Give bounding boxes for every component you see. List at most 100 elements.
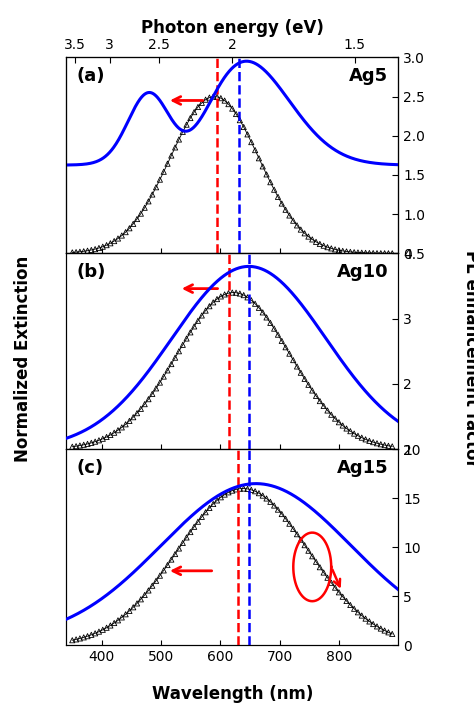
Point	[194, 516, 202, 528]
Point	[251, 485, 259, 497]
Point	[164, 158, 171, 169]
Point	[244, 128, 251, 140]
Point	[152, 575, 160, 587]
Point	[95, 626, 103, 637]
Point	[167, 358, 175, 370]
Point	[274, 191, 282, 203]
Point	[80, 439, 88, 450]
Point	[133, 407, 141, 419]
Point	[198, 97, 206, 108]
Point	[129, 218, 137, 229]
Point	[107, 429, 114, 441]
Point	[76, 632, 84, 644]
Point	[114, 424, 122, 436]
Point	[221, 95, 228, 106]
Point	[103, 431, 110, 442]
Point	[228, 485, 236, 496]
Point	[202, 305, 210, 316]
Point	[365, 435, 373, 447]
Point	[316, 238, 324, 250]
Point	[270, 184, 278, 196]
Point	[225, 288, 232, 299]
Point	[175, 543, 182, 554]
Point	[270, 323, 278, 334]
Point	[103, 239, 110, 251]
Point	[175, 346, 182, 357]
Point	[293, 219, 301, 231]
Text: (b): (b)	[76, 263, 106, 281]
Point	[91, 243, 99, 255]
Point	[210, 91, 217, 103]
Point	[350, 428, 358, 440]
Point	[251, 144, 259, 156]
Point	[358, 247, 365, 258]
Point	[343, 423, 350, 435]
Point	[274, 329, 282, 341]
Point	[346, 246, 354, 257]
Point	[373, 437, 381, 449]
Point	[240, 290, 247, 301]
Point	[133, 213, 141, 224]
Point	[202, 506, 210, 518]
Point	[148, 388, 156, 399]
Point	[167, 150, 175, 161]
Point	[141, 399, 148, 410]
Point	[377, 623, 384, 635]
Point	[251, 298, 259, 310]
Point	[278, 198, 285, 209]
Point	[328, 242, 335, 254]
Point	[377, 247, 384, 259]
Point	[244, 292, 251, 303]
Point	[255, 302, 263, 313]
Point	[240, 483, 247, 494]
Point	[206, 92, 213, 103]
Point	[305, 231, 312, 242]
Point	[210, 498, 217, 510]
Point	[103, 622, 110, 633]
Point	[312, 390, 320, 402]
Text: Ag5: Ag5	[349, 67, 388, 85]
Point	[293, 361, 301, 372]
Point	[331, 582, 339, 594]
Point	[152, 181, 160, 193]
Point	[217, 290, 225, 302]
Point	[350, 603, 358, 614]
Point	[293, 528, 301, 540]
Point	[335, 244, 343, 256]
Point	[171, 352, 179, 364]
Point	[107, 237, 114, 249]
Point	[286, 210, 293, 222]
X-axis label: Photon energy (eV): Photon energy (eV)	[141, 19, 324, 37]
Point	[316, 561, 324, 573]
Point	[236, 483, 244, 495]
Point	[259, 307, 266, 318]
Point	[183, 532, 191, 543]
Point	[362, 247, 369, 259]
Point	[164, 365, 171, 376]
Point	[213, 495, 221, 506]
Point	[148, 189, 156, 200]
Point	[95, 242, 103, 254]
Text: Wavelength (nm): Wavelength (nm)	[152, 685, 313, 703]
Point	[160, 371, 167, 382]
Point	[160, 166, 167, 178]
Text: Ag15: Ag15	[337, 459, 388, 477]
Point	[118, 612, 126, 623]
Point	[232, 287, 240, 298]
Point	[210, 297, 217, 308]
Point	[225, 487, 232, 498]
Point	[290, 215, 297, 227]
Point	[118, 422, 126, 433]
Point	[350, 247, 358, 258]
Point	[358, 432, 365, 443]
Point	[282, 341, 289, 353]
Point	[362, 613, 369, 625]
Point	[263, 312, 270, 323]
Point	[76, 246, 84, 257]
Point	[278, 335, 285, 346]
Point	[88, 629, 95, 640]
Point	[206, 502, 213, 513]
Point	[141, 589, 148, 601]
Point	[346, 425, 354, 437]
Point	[263, 493, 270, 504]
